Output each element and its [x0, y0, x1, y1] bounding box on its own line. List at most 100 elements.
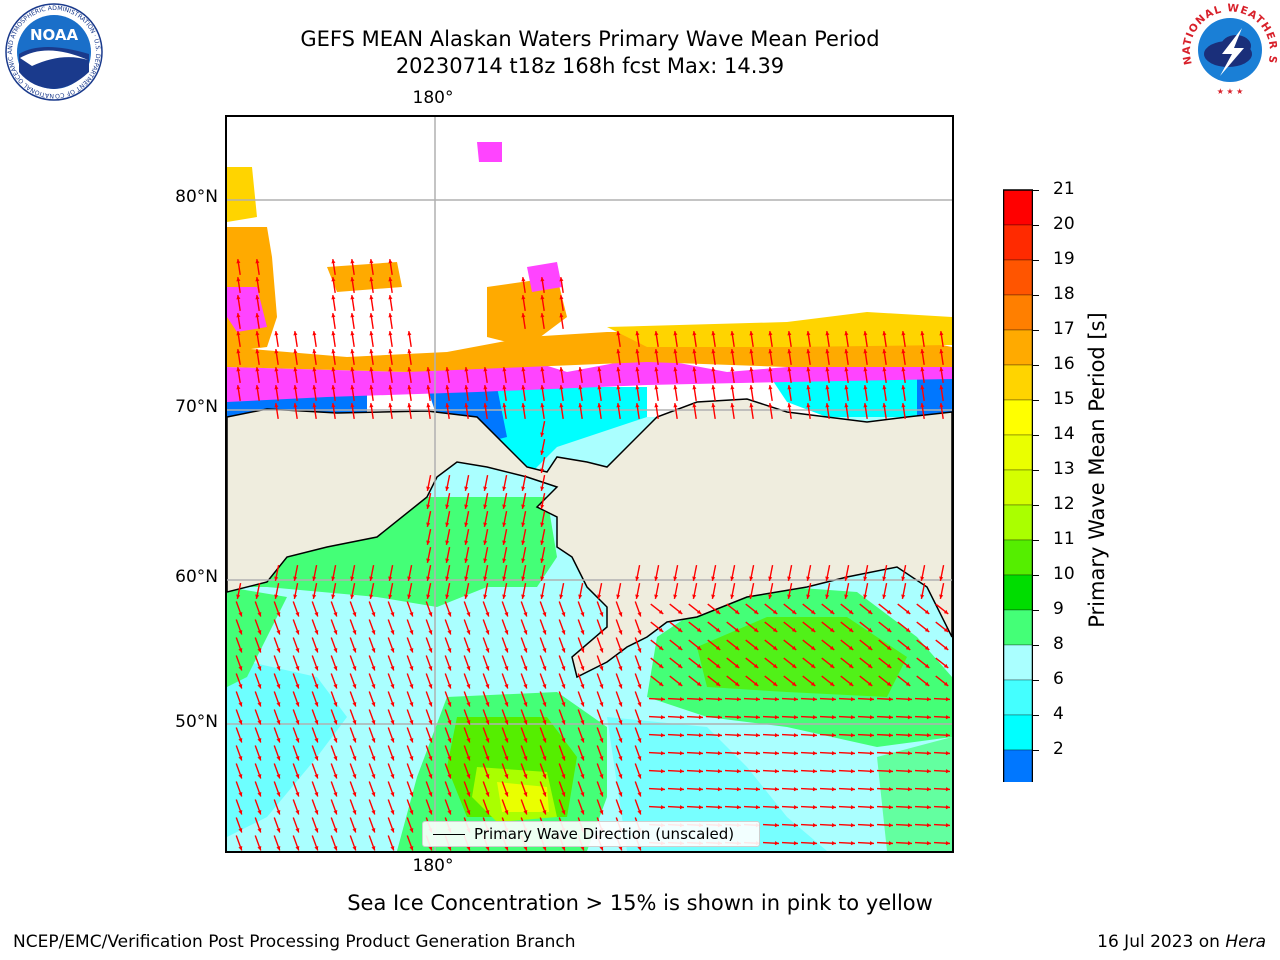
wave-direction-arrowhead — [466, 612, 471, 617]
wave-direction-arrowhead — [276, 810, 281, 815]
colorbar-segment — [1003, 504, 1033, 541]
wave-direction-arrowhead — [580, 756, 585, 761]
wave-direction-arrowhead — [390, 702, 395, 707]
wave-direction-arrowhead — [257, 828, 262, 833]
wave-direction-arrowhead — [749, 576, 754, 581]
wave-direction-arrowhead — [388, 403, 393, 408]
wave-direction-arrowhead — [502, 486, 507, 491]
wave-direction-arrowhead — [561, 630, 566, 635]
wave-direction-arrowhead — [331, 295, 336, 300]
wave-direction-arrowhead — [920, 576, 925, 581]
wave-direction-arrowhead — [561, 684, 566, 689]
chart-subtitle: 20230714 t18z 168h fcst Max: 14.39 — [395, 54, 785, 78]
wave-direction-arrowhead — [753, 645, 759, 650]
wave-direction-arrowhead — [654, 349, 659, 354]
wave-direction-arrowhead — [888, 733, 893, 738]
colorbar-tick-mark — [1033, 645, 1039, 646]
wave-direction-arrowhead — [848, 663, 854, 668]
wave-direction-arrowhead — [390, 738, 395, 743]
colorbar-label: Primary Wave Mean Period [s] — [1085, 312, 1109, 628]
wave-direction-arrowhead — [755, 715, 760, 720]
wave-direction-arrowhead — [939, 367, 944, 372]
wave-direction-arrowhead — [540, 558, 545, 563]
wave-direction-arrowhead — [580, 630, 585, 635]
wave-direction-arrowhead — [844, 385, 849, 390]
wave-direction-arrowhead — [658, 663, 664, 668]
wave-direction-arrowhead — [464, 594, 469, 599]
wave-direction-arrowhead — [768, 576, 773, 581]
wave-direction-arrowhead — [580, 648, 585, 653]
footer-credit: NCEP/EMC/Verification Post Processing Pr… — [13, 932, 576, 952]
wave-direction-arrowhead — [274, 576, 279, 581]
wave-direction-arrowhead — [768, 385, 773, 390]
wave-direction-arrowhead — [863, 367, 868, 372]
wave-direction-arrowhead — [540, 540, 545, 545]
wave-direction-arrowhead — [409, 720, 414, 725]
wave-direction-arrowhead — [276, 666, 281, 671]
wave-direction-arrowhead — [637, 612, 642, 617]
wave-direction-arrowhead — [850, 805, 855, 810]
wave-direction-arrowhead — [504, 846, 509, 851]
wave-direction-arrowhead — [333, 828, 338, 833]
wave-direction-arrowhead — [255, 349, 260, 354]
wave-direction-arrowhead — [390, 828, 395, 833]
wave-direction-arrowhead — [869, 823, 874, 828]
wave-direction-arrowhead — [772, 681, 778, 686]
wave-direction-arrowhead — [806, 331, 811, 336]
wave-direction-arrowhead — [580, 810, 585, 815]
wave-direction-arrowhead — [692, 594, 697, 599]
wave-direction-arrowhead — [677, 681, 683, 686]
wave-direction-arrowhead — [485, 792, 490, 797]
wave-direction-arrowhead — [717, 751, 722, 756]
wave-direction-arrowhead — [464, 403, 469, 408]
wave-direction-arrowhead — [388, 259, 393, 264]
wave-direction-arrowhead — [314, 684, 319, 689]
wave-direction-arrowhead — [692, 576, 697, 581]
wave-direction-arrowhead — [333, 702, 338, 707]
wave-direction-arrowhead — [829, 663, 835, 668]
wave-direction-arrowhead — [578, 403, 583, 408]
wave-direction-arrowhead — [711, 349, 716, 354]
wave-direction-arrowhead — [654, 367, 659, 372]
wave-direction-arrowhead — [390, 810, 395, 815]
wave-direction-arrowhead — [755, 769, 760, 774]
wave-direction-arrowhead — [580, 792, 585, 797]
wave-direction-arrowhead — [257, 612, 262, 617]
wave-direction-arrowhead — [774, 715, 779, 720]
wave-direction-arrowhead — [352, 846, 357, 851]
wave-direction-arrowhead — [736, 787, 741, 792]
wave-direction-arrowhead — [390, 720, 395, 725]
wave-direction-arrowhead — [787, 367, 792, 372]
wave-direction-arrowhead — [428, 648, 433, 653]
wave-direction-arrowhead — [390, 846, 395, 851]
wave-direction-arrowhead — [926, 751, 931, 756]
wave-direction-arrowhead — [869, 787, 874, 792]
wave-direction-arrowhead — [371, 810, 376, 815]
wave-direction-arrowhead — [787, 349, 792, 354]
wave-direction-arrowhead — [257, 666, 262, 671]
wave-direction-arrowhead — [692, 349, 697, 354]
wave-direction-arrowhead — [293, 349, 298, 354]
wave-direction-arrowhead — [882, 576, 887, 581]
wave-direction-arrowhead — [791, 681, 797, 686]
wave-direction-arrowhead — [580, 684, 585, 689]
wave-direction-arrowhead — [502, 522, 507, 527]
wave-direction-arrowhead — [540, 313, 545, 318]
wave-direction-arrowhead — [542, 648, 547, 653]
wave-direction-arrowhead — [679, 697, 684, 702]
wave-direction-arrowhead — [447, 810, 452, 815]
wave-direction-arrowhead — [578, 385, 583, 390]
wave-direction-arrowhead — [331, 403, 336, 408]
wave-direction-arrowhead — [730, 385, 735, 390]
wave-direction-arrowhead — [772, 609, 778, 614]
wave-direction-arrowhead — [654, 576, 659, 581]
wave-direction-arrowhead — [464, 385, 469, 390]
wave-direction-arrowhead — [390, 630, 395, 635]
wave-direction-arrowhead — [831, 805, 836, 810]
wave-direction-arrowhead — [409, 846, 414, 851]
wave-direction-arrowhead — [753, 609, 759, 614]
wave-direction-arrowhead — [920, 385, 925, 390]
wave-direction-arrowhead — [236, 259, 241, 264]
colorbar-tick-mark — [1033, 400, 1039, 401]
colorbar-tick-mark — [1033, 505, 1039, 506]
